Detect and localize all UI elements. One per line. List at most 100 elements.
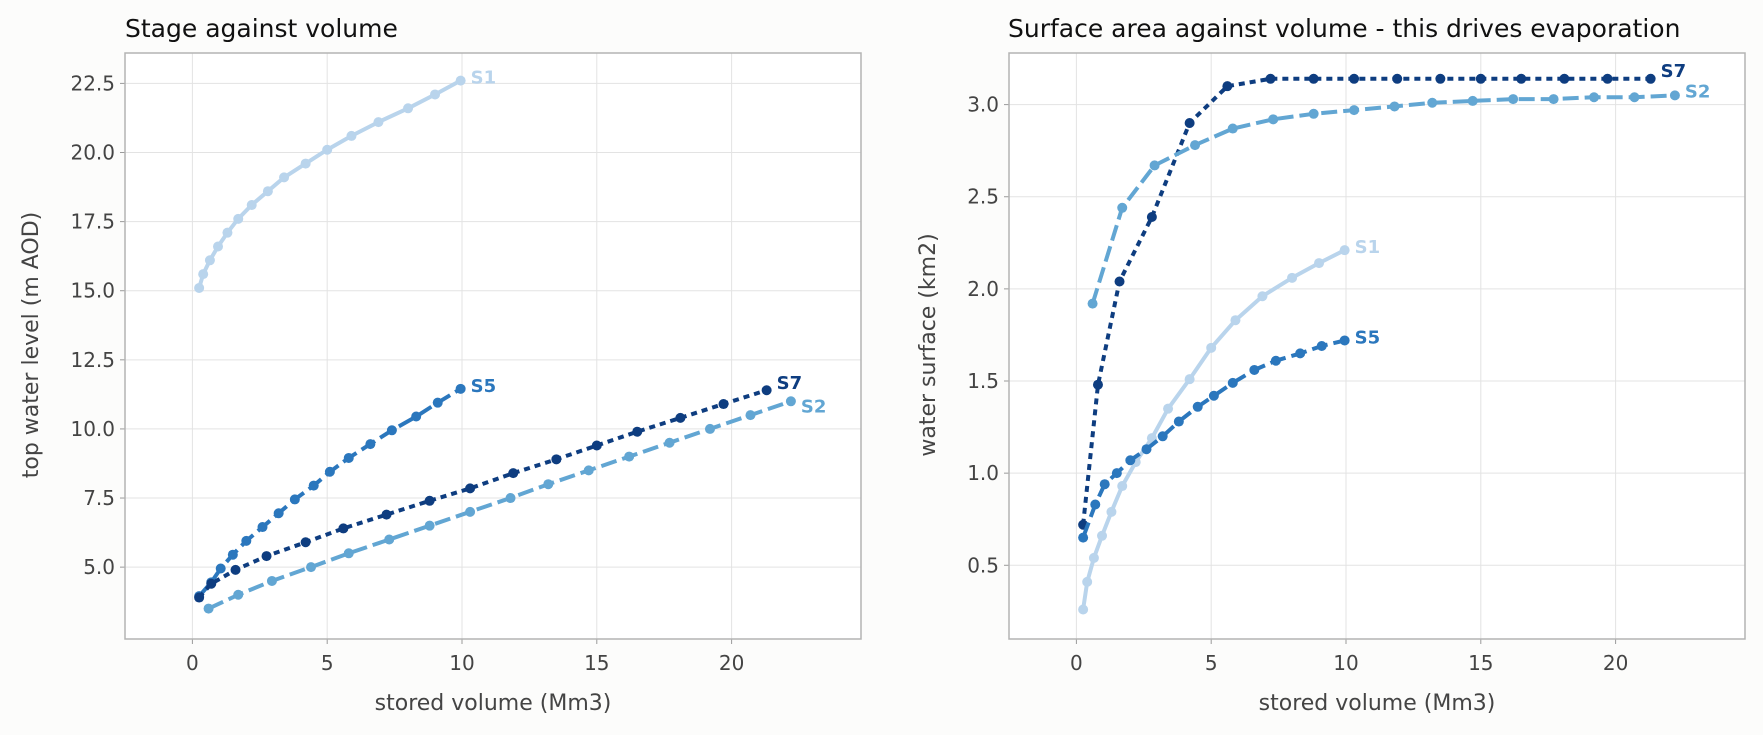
data-point [664, 437, 675, 448]
series-s1: S1 [194, 68, 496, 293]
data-point [551, 454, 562, 465]
data-point [194, 592, 205, 603]
data-point [1157, 431, 1168, 442]
data-point [261, 551, 272, 562]
series-line [207, 399, 792, 611]
data-point [222, 227, 233, 238]
x-tick-label: 20 [1603, 651, 1628, 675]
data-point [1427, 97, 1438, 108]
data-point [215, 563, 226, 574]
data-point [1287, 272, 1298, 283]
data-point [227, 549, 238, 560]
data-point [1559, 73, 1570, 84]
data-point [273, 508, 284, 519]
x-tick-label: 5 [321, 651, 334, 675]
y-axis-label: top water level (m AOD) [19, 212, 44, 479]
data-point [1173, 416, 1184, 427]
data-point [430, 89, 441, 100]
series-s7: S7 [1078, 61, 1686, 530]
series-s5: S5 [1078, 327, 1381, 543]
data-point [508, 468, 519, 479]
data-point [1184, 118, 1195, 129]
data-point [204, 255, 215, 266]
data-point [1114, 276, 1125, 287]
series-label: S1 [1355, 237, 1381, 258]
data-point [343, 452, 354, 463]
data-point [306, 562, 317, 573]
data-point [403, 103, 414, 114]
data-point [1295, 348, 1306, 359]
data-point [465, 506, 476, 517]
data-point [198, 269, 209, 280]
data-point [1222, 81, 1233, 92]
data-point [262, 186, 273, 197]
data-point [1669, 90, 1680, 101]
data-point [1149, 160, 1160, 171]
data-point [1092, 379, 1103, 390]
series-label: S7 [777, 373, 803, 394]
plot-frame [1008, 52, 1746, 640]
y-tick-label: 15.0 [70, 279, 115, 303]
chart-title: Stage against volume [125, 14, 398, 43]
data-point [675, 412, 686, 423]
data-point [300, 158, 311, 169]
y-tick-label: 2.5 [967, 185, 999, 209]
data-point [1589, 92, 1600, 103]
x-axis-label: stored volume (Mm3) [375, 691, 612, 716]
data-point [455, 383, 466, 394]
data-point [1208, 390, 1219, 401]
data-point [1190, 140, 1201, 151]
data-point [1314, 258, 1325, 269]
surface-volume-chart: Surface area against volume - this drive… [916, 14, 1746, 716]
y-tick-label: 7.5 [83, 486, 115, 510]
data-point [1090, 499, 1101, 510]
data-point [1227, 123, 1238, 134]
y-axis-label: water surface (km2) [916, 233, 941, 456]
data-point [632, 426, 643, 437]
data-point [1392, 73, 1403, 84]
data-point [583, 465, 594, 476]
y-tick-label: 1.5 [967, 369, 999, 393]
data-point [745, 410, 756, 421]
data-point [373, 117, 384, 128]
data-point [194, 282, 205, 293]
data-point [1206, 342, 1217, 353]
data-point [624, 451, 635, 462]
data-point [1249, 364, 1260, 375]
data-point [1339, 245, 1350, 256]
plot-frame [124, 52, 862, 640]
x-tick-label: 20 [719, 651, 744, 675]
data-point [465, 483, 476, 494]
data-point [1516, 73, 1527, 84]
data-point [203, 603, 214, 614]
data-point [1548, 94, 1559, 105]
series-line [1090, 93, 1675, 305]
data-point [1192, 401, 1203, 412]
chart-title: Surface area against volume - this drive… [1008, 14, 1680, 43]
data-point [1230, 315, 1241, 326]
y-tick-label: 0.5 [967, 553, 999, 577]
y-tick-label: 1.0 [967, 461, 999, 485]
data-point [1146, 212, 1157, 223]
plot-area [1009, 53, 1745, 639]
data-point [1602, 73, 1613, 84]
data-point [1435, 73, 1446, 84]
y-tick-label: 17.5 [70, 210, 115, 234]
data-point [1082, 576, 1093, 587]
data-point [1078, 604, 1089, 615]
data-point [324, 466, 335, 477]
data-point [1125, 455, 1136, 466]
data-point [230, 564, 241, 575]
x-tick-label: 15 [584, 651, 609, 675]
data-point [543, 479, 554, 490]
x-tick-label: 10 [449, 651, 474, 675]
data-point [1389, 101, 1400, 112]
series-s7: S7 [194, 373, 803, 603]
data-point [1508, 94, 1519, 105]
data-point [785, 396, 796, 407]
x-tick-label: 10 [1333, 651, 1358, 675]
series-label: S5 [1355, 327, 1381, 348]
data-point [705, 423, 716, 434]
data-point [1163, 403, 1174, 414]
data-point [761, 385, 772, 396]
